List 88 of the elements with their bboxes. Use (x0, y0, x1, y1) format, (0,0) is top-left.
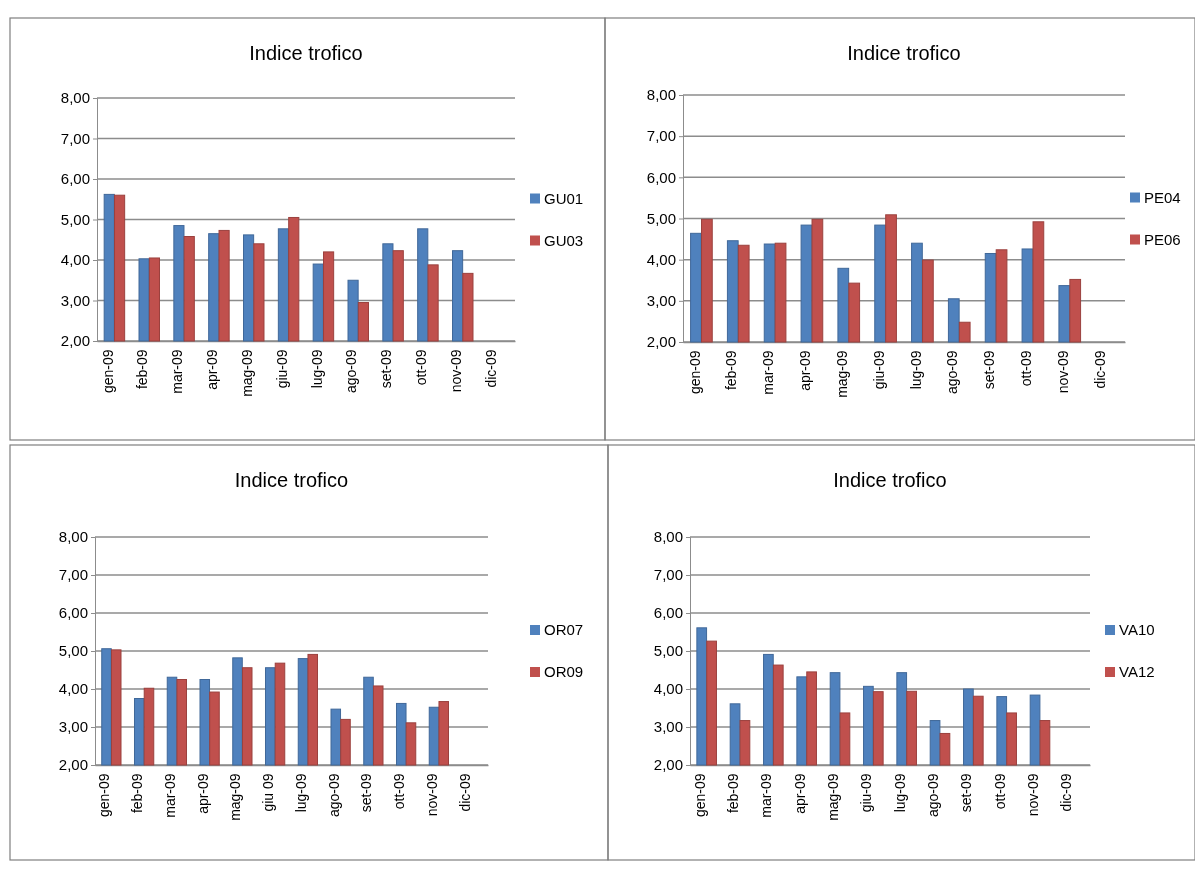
y-tick-label: 5,00 (646, 209, 676, 227)
y-tick-label: 7,00 (653, 566, 683, 584)
x-tick-label: gen-09 (96, 773, 113, 817)
y-tick-label: 2,00 (60, 332, 90, 350)
x-tick-label: gen-09 (686, 350, 703, 394)
x-tick-label: mag-09 (825, 773, 842, 821)
x-tick-label: feb-09 (723, 350, 740, 391)
x-tick-label: apr-09 (204, 349, 221, 390)
y-tick-label: 7,00 (646, 127, 676, 145)
x-tick-label: ago-09 (925, 773, 942, 817)
y-tick-label: 7,00 (60, 129, 90, 147)
y-tick-label: 3,00 (646, 292, 676, 310)
legend-label: GU03 (544, 231, 584, 249)
x-tick-label: feb-09 (725, 773, 742, 814)
x-tick-label: ott-09 (1018, 350, 1035, 387)
y-tick-label: 8,00 (58, 528, 88, 546)
y-tick-label: 5,00 (58, 642, 88, 660)
x-tick-label: ago-09 (325, 773, 342, 817)
y-tick-label: 3,00 (60, 291, 90, 309)
y-tick-label: 3,00 (653, 718, 683, 736)
x-tick-label: ago-09 (944, 350, 961, 394)
legend-label: OR09 (544, 663, 584, 680)
y-tick-label: 8,00 (646, 86, 676, 104)
x-tick-label: nov-09 (447, 349, 464, 393)
y-tick-label: 8,00 (653, 528, 683, 546)
legend-label: VA12 (1119, 663, 1155, 680)
x-tick-label: giu-09 (870, 350, 887, 390)
x-tick-label: giu-09 (273, 349, 290, 389)
legend-label: VA10 (1119, 621, 1155, 638)
x-tick-label: mar-09 (161, 773, 178, 818)
y-tick-label: 4,00 (646, 250, 676, 268)
y-tick-label: 2,00 (653, 756, 683, 774)
chart-title: Indice trofico (249, 42, 363, 64)
x-tick-label: feb-09 (134, 349, 151, 390)
x-tick-label: ott-09 (991, 773, 1008, 810)
x-tick-label: gen-09 (99, 349, 116, 393)
y-tick-label: 5,00 (653, 642, 683, 660)
x-tick-label: nov-09 (1025, 773, 1042, 817)
x-tick-label: set-09 (958, 773, 975, 813)
x-tick-label: mar-09 (758, 773, 775, 818)
x-tick-label: dic-09 (482, 349, 499, 388)
x-tick-label: giu 09 (260, 773, 277, 812)
y-tick-label: 7,00 (58, 566, 88, 584)
x-tick-label: mag-09 (227, 773, 244, 821)
legend-label: PE06 (1144, 230, 1181, 248)
x-tick-label: nov-09 (423, 773, 440, 817)
y-tick-label: 6,00 (60, 170, 90, 188)
x-tick-label: lug-09 (891, 773, 908, 813)
y-tick-label: 4,00 (58, 680, 88, 698)
x-tick-label: set-09 (378, 349, 395, 389)
y-tick-label: 6,00 (58, 604, 88, 622)
y-tick-label: 5,00 (60, 210, 90, 228)
x-tick-label: lug-09 (907, 350, 924, 390)
x-tick-label: set-09 (358, 773, 375, 813)
chart-title: Indice trofico (847, 42, 961, 64)
x-tick-label: set-09 (981, 350, 998, 390)
y-tick-label: 4,00 (653, 680, 683, 698)
x-tick-label: dic-09 (1058, 773, 1075, 812)
x-tick-label: ott-09 (413, 349, 430, 386)
x-tick-label: gen-09 (691, 773, 708, 817)
legend-label: PE04 (1144, 188, 1181, 206)
y-tick-label: 2,00 (646, 333, 676, 351)
x-tick-label: apr-09 (194, 773, 211, 814)
x-tick-label: mag-09 (833, 350, 850, 398)
y-tick-label: 2,00 (58, 756, 88, 774)
chart-title: Indice trofico (833, 469, 947, 491)
x-tick-label: apr-09 (791, 773, 808, 814)
x-tick-label: apr-09 (797, 350, 814, 391)
x-tick-label: mag-09 (238, 349, 255, 397)
chart-title: Indice trofico (234, 469, 349, 491)
x-tick-label: ott-09 (391, 773, 408, 810)
x-tick-label: giu-09 (858, 773, 875, 813)
x-tick-label: mar-09 (169, 349, 186, 394)
y-tick-label: 6,00 (653, 604, 683, 622)
x-tick-label: lug-09 (292, 773, 309, 813)
legend-label: GU01 (544, 189, 584, 207)
x-tick-label: mar-09 (760, 350, 777, 395)
x-tick-label: nov-09 (1054, 350, 1071, 394)
x-tick-label: dic-09 (456, 773, 473, 812)
y-tick-label: 4,00 (60, 251, 90, 269)
y-tick-label: 8,00 (60, 89, 90, 107)
legend-label: OR07 (544, 621, 584, 638)
x-tick-label: dic-09 (1091, 350, 1108, 389)
y-tick-label: 6,00 (646, 168, 676, 186)
x-tick-label: feb-09 (129, 773, 146, 814)
x-tick-label: ago-09 (343, 349, 360, 393)
x-tick-label: lug-09 (308, 349, 325, 389)
y-tick-label: 3,00 (58, 718, 88, 736)
